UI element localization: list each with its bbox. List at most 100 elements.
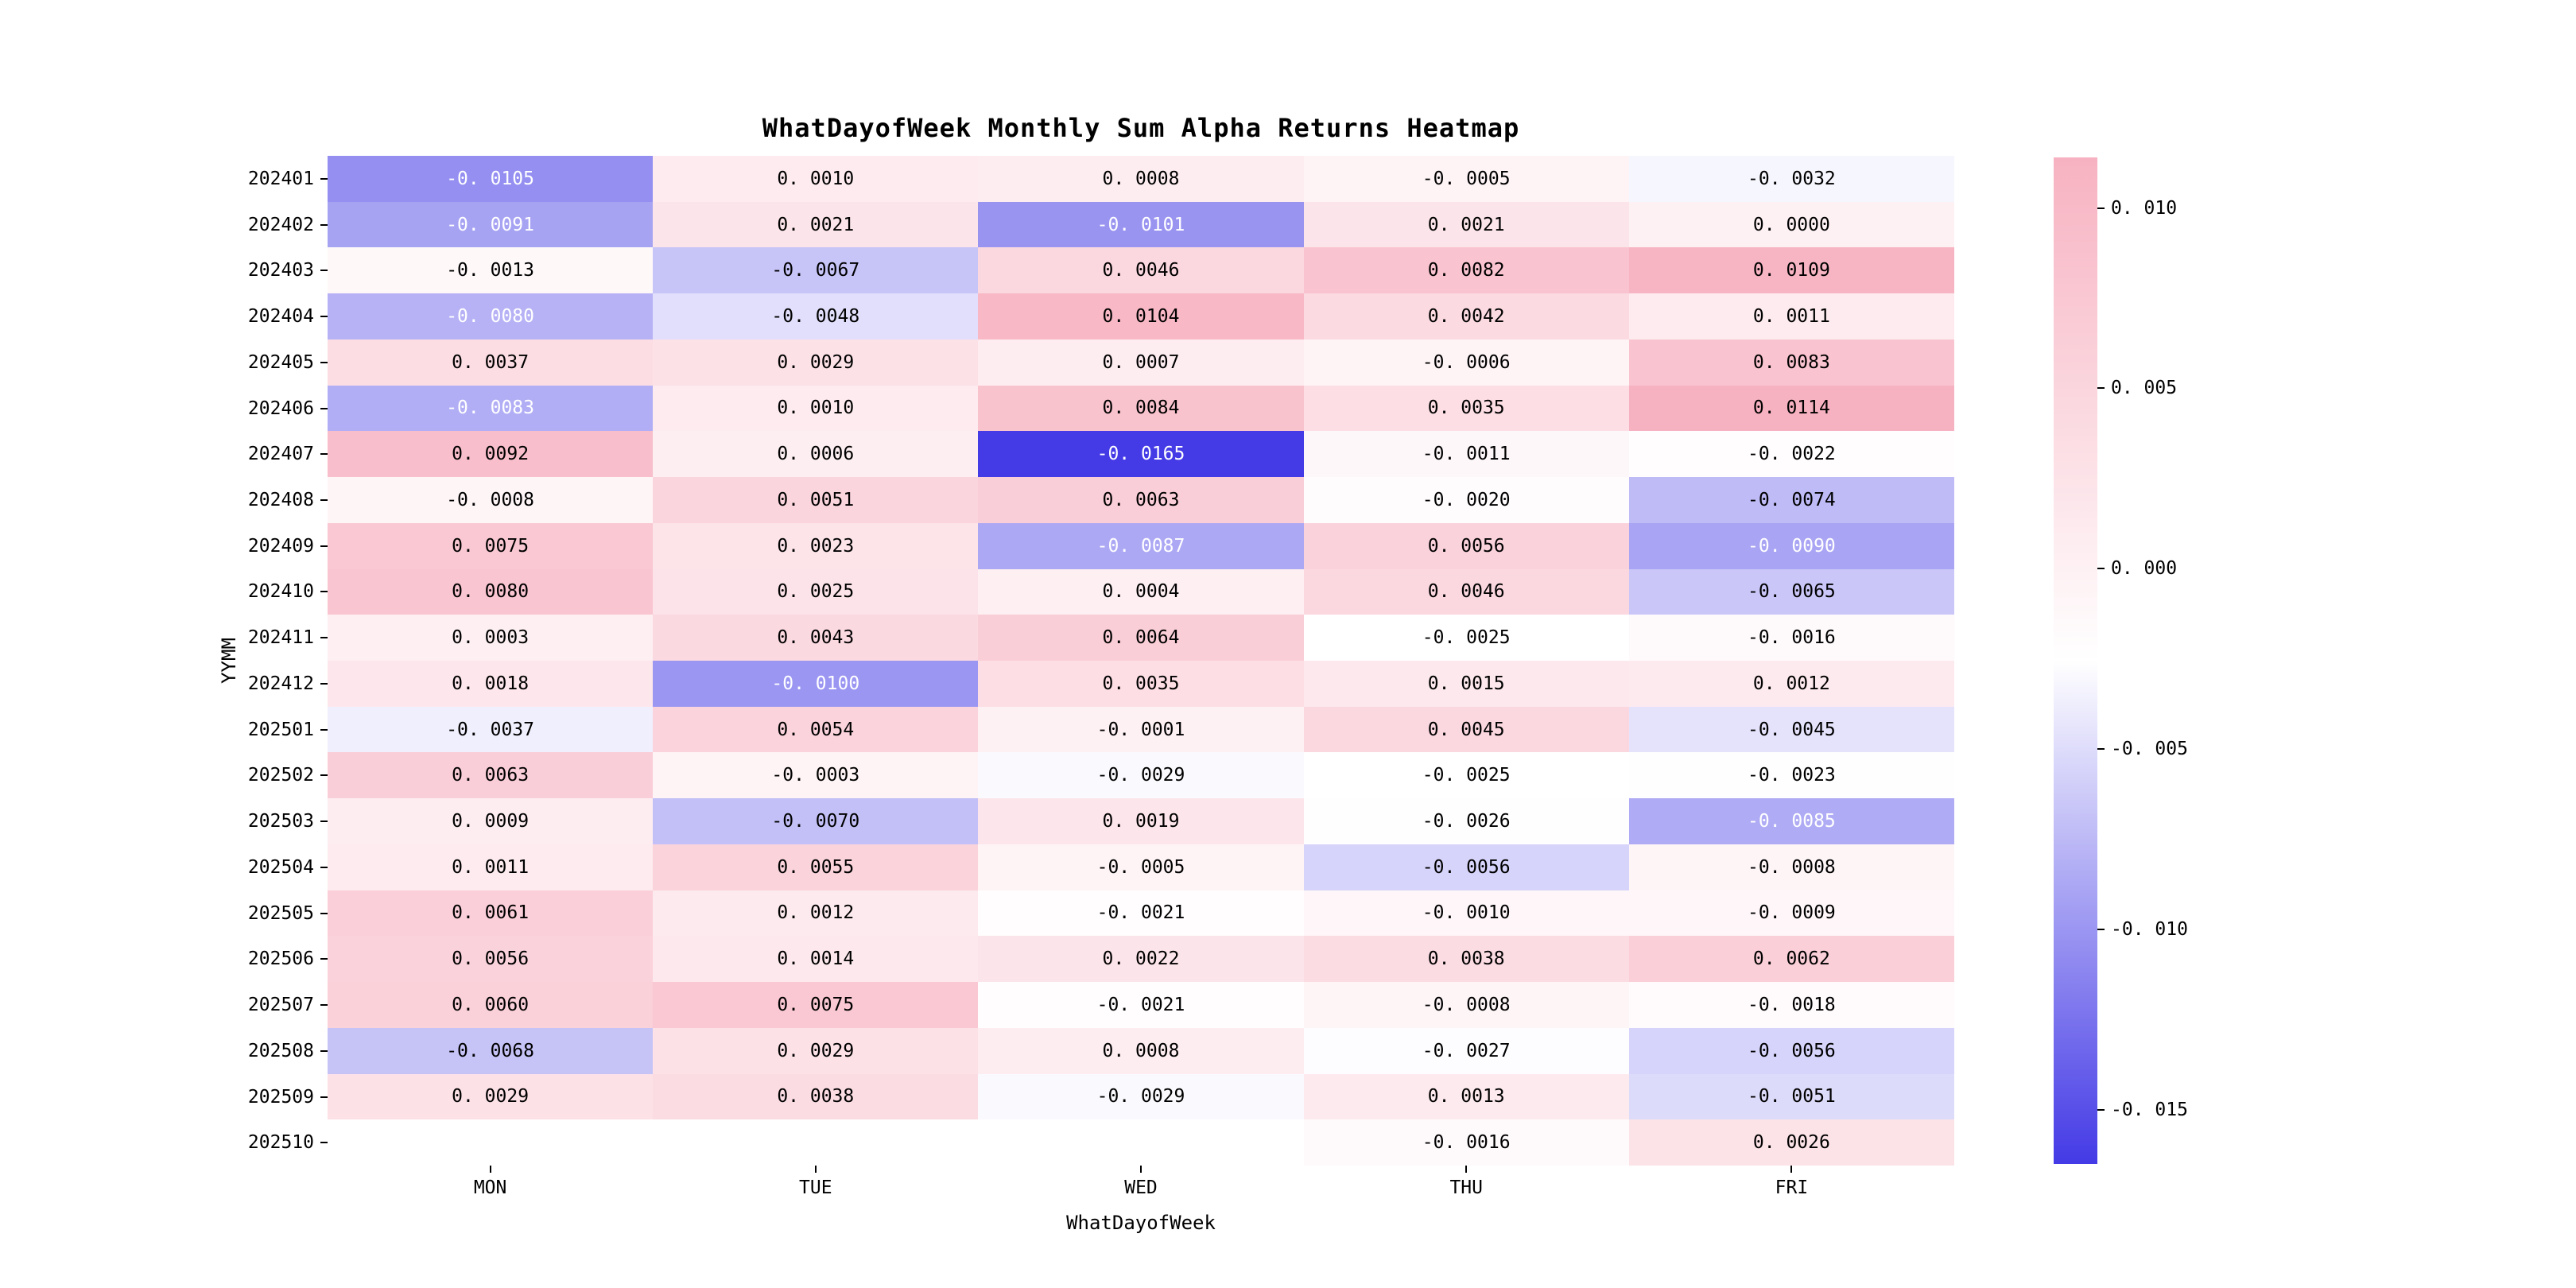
heatmap-cell: -0. 0091 — [328, 201, 654, 248]
colorbar-tick-mark — [2097, 929, 2105, 931]
heatmap-cell: 0. 0010 — [653, 156, 979, 202]
x-tick-label: MON — [473, 1177, 507, 1198]
y-tick-label: 202505 — [247, 902, 314, 924]
y-tick-mark — [320, 1049, 328, 1052]
heatmap-cell: 0. 0038 — [1303, 936, 1629, 983]
y-tick: 202501 — [0, 707, 328, 753]
heatmap-cell: 0. 0051 — [653, 477, 979, 523]
heatmap-cell: 0. 0037 — [328, 339, 654, 386]
y-tick-mark — [320, 316, 328, 318]
y-tick: 202411 — [0, 615, 328, 661]
y-tick: 202506 — [0, 936, 328, 982]
y-tick-label: 202407 — [247, 444, 314, 465]
heatmap-cell: -0. 0020 — [1303, 477, 1629, 523]
heatmap-cell: 0. 0021 — [653, 201, 979, 248]
y-tick-mark — [320, 177, 328, 180]
heatmap-cell: 0. 0056 — [1303, 522, 1629, 569]
y-tick-label: 202403 — [247, 260, 314, 281]
heatmap-cell: -0. 0029 — [978, 752, 1304, 799]
y-tick-labels: 202401 202402 202403 202404 202405 202406 2024… — [0, 156, 328, 1166]
heatmap-cell: -0. 0010 — [1303, 890, 1629, 937]
y-tick-label: 202411 — [247, 627, 314, 649]
x-tick-label: WED — [1124, 1177, 1158, 1198]
y-tick-mark — [320, 912, 328, 914]
y-tick-label: 202507 — [247, 995, 314, 1016]
heatmap-cell: -0. 0011 — [1303, 431, 1629, 478]
heatmap-cell: 0. 0062 — [1628, 936, 1954, 983]
heatmap-cell: 0. 0012 — [1628, 660, 1954, 707]
heatmap-cell: 0. 0082 — [1303, 247, 1629, 294]
colorbar-tick-label: -0. 015 — [2111, 1099, 2188, 1120]
heatmap-cell: -0. 0022 — [1628, 431, 1954, 478]
heatmap-cell: -0. 0045 — [1628, 706, 1954, 753]
colorbar-tick-label: 0. 000 — [2111, 558, 2178, 580]
x-tick-label: TUE — [799, 1177, 832, 1198]
colorbar-tick-label: -0. 010 — [2111, 919, 2188, 941]
colorbar-tick-label: 0. 005 — [2111, 378, 2178, 399]
heatmap-cell: 0. 0008 — [978, 1027, 1304, 1074]
heatmap-cell: 0. 0064 — [978, 615, 1304, 661]
y-tick: 202503 — [0, 798, 328, 844]
y-tick: 202507 — [0, 982, 328, 1028]
colorbar-tick: 0. 010 — [2097, 198, 2177, 219]
y-tick: 202403 — [0, 247, 328, 293]
y-tick-label: 202405 — [247, 351, 314, 373]
heatmap-cell: 0. 0029 — [653, 339, 979, 386]
heatmap-cell: 0. 0007 — [978, 339, 1304, 386]
colorbar-tick-mark — [2097, 1108, 2105, 1111]
y-tick-mark — [320, 637, 328, 639]
heatmap-cell: -0. 0068 — [328, 1027, 654, 1074]
chart-title: WhatDayofWeek Monthly Sum Alpha Returns … — [762, 113, 1520, 143]
heatmap-cell: 0. 0009 — [328, 798, 654, 844]
heatmap-cell: -0. 0008 — [1303, 982, 1629, 1028]
y-tick-label: 202506 — [247, 949, 314, 970]
colorbar-tick: 0. 005 — [2097, 378, 2177, 398]
heatmap-cell: -0. 0100 — [653, 660, 979, 707]
x-tick-mark — [1790, 1166, 1793, 1173]
heatmap-cell: 0. 0043 — [653, 615, 979, 661]
y-tick-mark — [320, 407, 328, 409]
y-tick-mark — [320, 499, 328, 501]
heatmap-cell: 0. 0075 — [653, 982, 979, 1028]
colorbar-tick-labels: 0. 010 0. 005 0. 000 -0. 005 -0. 010 -0. 015 — [2097, 157, 2256, 1164]
y-tick: 202405 — [0, 339, 328, 386]
heatmap-cell: -0. 0056 — [1628, 1027, 1954, 1074]
heatmap-cell: -0. 0025 — [1303, 752, 1629, 799]
heatmap-cell: -0. 0074 — [1628, 477, 1954, 523]
heatmap-cell: 0. 0075 — [328, 522, 654, 569]
y-tick-label: 202502 — [247, 765, 314, 786]
heatmap-cell: -0. 0021 — [978, 982, 1304, 1028]
y-tick-label: 202408 — [247, 490, 314, 510]
heatmap-cell: -0. 0087 — [978, 522, 1304, 569]
y-tick: 202401 — [0, 156, 328, 202]
y-tick-mark — [320, 866, 328, 868]
heatmap-cell: -0. 0037 — [328, 706, 654, 753]
y-tick-mark — [320, 545, 328, 547]
y-tick-label: 202504 — [247, 856, 314, 878]
heatmap-cell: 0. 0000 — [1628, 201, 1954, 248]
heatmap-cell: 0. 0042 — [1303, 293, 1629, 339]
heatmap-cell: -0. 0070 — [653, 798, 979, 844]
y-tick: 202412 — [0, 661, 328, 707]
heatmap-cell: 0. 0038 — [653, 1073, 979, 1120]
heatmap-cell: 0. 0084 — [978, 385, 1304, 432]
heatmap-cell: 0. 0060 — [328, 982, 654, 1028]
heatmap-cell: 0. 0021 — [1303, 201, 1629, 248]
colorbar-tick-mark — [2097, 207, 2105, 209]
heatmap-cell: 0. 0046 — [978, 247, 1304, 294]
heatmap-cell: -0. 0067 — [653, 247, 979, 294]
y-tick-mark — [320, 682, 328, 685]
heatmap-cell: -0. 0083 — [328, 385, 654, 432]
heatmap-cell: 0. 0023 — [653, 522, 979, 569]
heatmap-cell: -0. 0085 — [1628, 798, 1954, 844]
y-tick-mark — [320, 1096, 328, 1098]
y-tick: 202502 — [0, 753, 328, 799]
heatmap-cell: 0. 0015 — [1303, 660, 1629, 707]
heatmap-cell: 0. 0014 — [653, 936, 979, 983]
heatmap-cell: -0. 0065 — [1628, 568, 1954, 615]
heatmap-cell: 0. 0114 — [1628, 385, 1954, 432]
y-tick-label: 202508 — [247, 1040, 314, 1061]
heatmap-cell: 0. 0012 — [653, 890, 979, 937]
y-tick-label: 202406 — [247, 398, 314, 419]
heatmap-cell: -0. 0018 — [1628, 982, 1954, 1028]
